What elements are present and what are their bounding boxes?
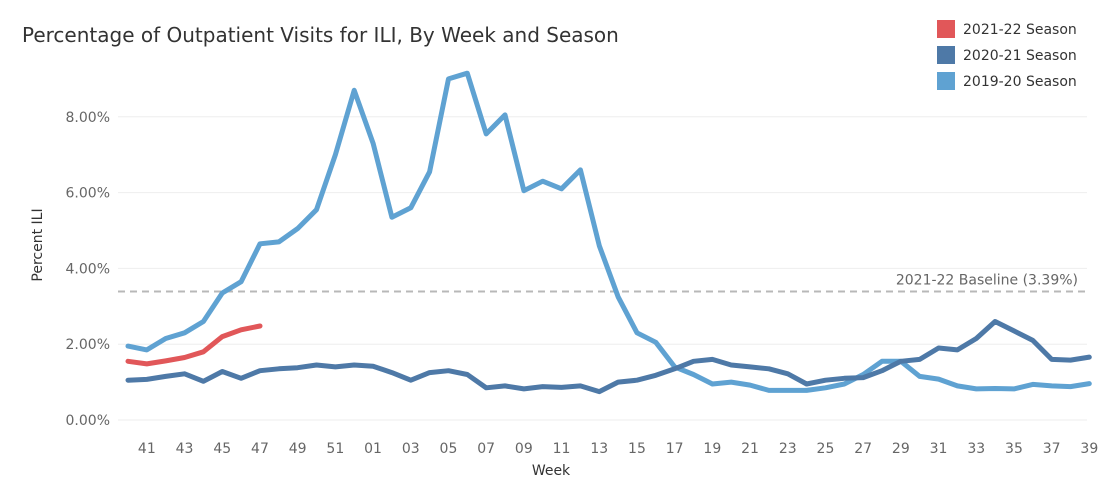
legend-swatch bbox=[937, 20, 955, 38]
series-line-2020-21 bbox=[125, 319, 1092, 395]
y-tick-label: 8.00% bbox=[66, 110, 110, 126]
y-tick-label: 2.00% bbox=[66, 337, 110, 353]
legend-swatch bbox=[937, 72, 955, 90]
y-tick-label: 4.00% bbox=[66, 261, 110, 277]
x-tick-label: 09 bbox=[515, 441, 533, 457]
x-tick-label: 03 bbox=[402, 441, 420, 457]
x-tick-label: 17 bbox=[666, 441, 684, 457]
x-tick-label: 21 bbox=[741, 441, 759, 457]
x-tick-labels: 41 43 45 47 49 51 01 03 05 07 09 11 13 15 17 19 21 23 25 27… bbox=[138, 441, 1098, 457]
x-tick-label: 41 bbox=[138, 441, 156, 457]
legend: 2021-22 Season 2020-21 Season 2019-20 Seas… bbox=[937, 20, 1077, 90]
x-tick-label: 29 bbox=[892, 441, 910, 457]
x-tick-label: 33 bbox=[967, 441, 985, 457]
x-tick-label: 05 bbox=[440, 441, 458, 457]
x-tick-label: 01 bbox=[364, 441, 382, 457]
x-tick-label: 35 bbox=[1005, 441, 1023, 457]
x-tick-label: 39 bbox=[1080, 441, 1098, 457]
x-tick-label: 37 bbox=[1043, 441, 1061, 457]
x-tick-label: 49 bbox=[289, 441, 307, 457]
x-tick-label: 15 bbox=[628, 441, 646, 457]
x-tick-label: 13 bbox=[590, 441, 608, 457]
x-tick-label: 27 bbox=[854, 441, 872, 457]
x-tick-label: 47 bbox=[251, 441, 269, 457]
x-tick-label: 31 bbox=[930, 441, 948, 457]
chart-title: Percentage of Outpatient Visits for ILI,… bbox=[22, 23, 619, 47]
y-tick-label: 0.00% bbox=[66, 413, 110, 429]
baseline-label: 2021-22 Baseline (3.39%) bbox=[896, 273, 1078, 289]
x-axis-title: Week bbox=[532, 463, 571, 479]
y-tick-labels: 0.00% 2.00% 4.00% 6.00% 8.00% bbox=[66, 110, 110, 429]
series-lines bbox=[125, 70, 1092, 395]
legend-label: 2020-21 Season bbox=[963, 48, 1077, 64]
series-line-2021-22 bbox=[125, 323, 263, 367]
y-gridlines bbox=[118, 116, 1087, 421]
baseline: 2021-22 Baseline (3.39%) bbox=[118, 273, 1087, 293]
legend-label: 2019-20 Season bbox=[963, 74, 1077, 90]
x-tick-label: 45 bbox=[213, 441, 231, 457]
x-tick-label: 25 bbox=[817, 441, 835, 457]
x-tick-label: 23 bbox=[779, 441, 797, 457]
y-axis-title: Percent ILI bbox=[30, 208, 46, 281]
x-tick-label: 43 bbox=[176, 441, 194, 457]
legend-swatch bbox=[937, 46, 955, 64]
legend-label: 2021-22 Season bbox=[963, 22, 1077, 38]
x-tick-label: 07 bbox=[477, 441, 495, 457]
y-tick-label: 6.00% bbox=[66, 186, 110, 202]
series-line-2019-20 bbox=[125, 70, 1092, 393]
x-tick-label: 51 bbox=[326, 441, 344, 457]
x-tick-label: 19 bbox=[703, 441, 721, 457]
x-tick-label: 11 bbox=[553, 441, 571, 457]
